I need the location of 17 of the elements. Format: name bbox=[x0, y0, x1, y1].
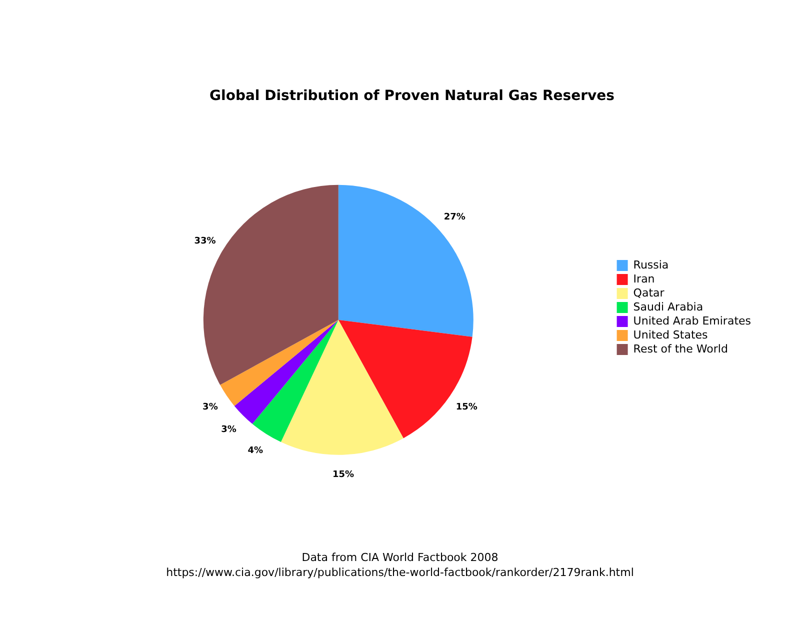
data-label: 4% bbox=[248, 446, 263, 456]
data-label: 33% bbox=[194, 236, 216, 246]
legend-label: Qatar bbox=[633, 286, 665, 300]
legend-label: Russia bbox=[633, 258, 669, 272]
data-label: 15% bbox=[456, 402, 478, 412]
legend-label: Iran bbox=[633, 272, 655, 286]
legend-label: Saudi Arabia bbox=[633, 300, 704, 314]
legend-label: United Arab Emirates bbox=[633, 314, 752, 328]
text: https://www.cia.gov/library/publications/the-world-factbook/rankorder/2179rank.html bbox=[166, 565, 634, 580]
chart-title: Global Distribution of Proven Natural Gas Reserves bbox=[210, 88, 614, 104]
data-label: 3% bbox=[202, 402, 218, 412]
data-label: 15% bbox=[332, 470, 354, 480]
data-label: 3% bbox=[221, 424, 236, 435]
text: Data from CIA World Factbook 2008 bbox=[302, 550, 498, 565]
data-label: 27% bbox=[444, 212, 466, 223]
legend-label: Rest of the World bbox=[633, 342, 728, 356]
legend-label: United States bbox=[633, 328, 708, 342]
